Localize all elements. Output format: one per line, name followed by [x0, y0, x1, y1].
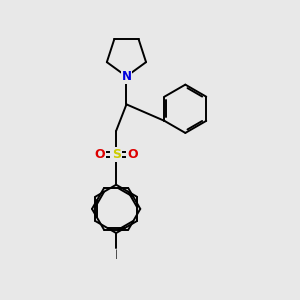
Text: │: │	[114, 249, 118, 259]
Text: N: N	[122, 70, 131, 83]
Text: O: O	[94, 148, 105, 161]
Text: O: O	[127, 148, 138, 161]
Text: S: S	[112, 148, 121, 161]
